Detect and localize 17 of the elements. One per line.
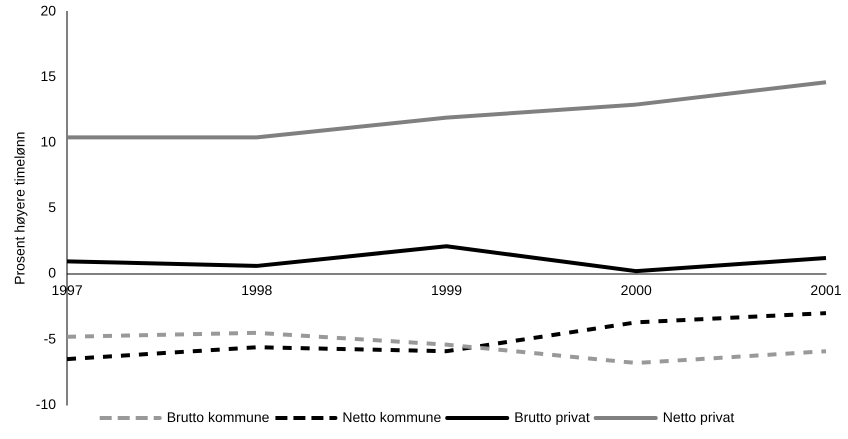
y-tick-label: 0 [48,264,56,281]
y-axis-title: Prosent høyere timelønn [11,132,28,285]
x-tick-label: 2001 [810,282,842,298]
x-tick-label: 2000 [620,282,652,298]
legend-label: Brutto privat [514,408,590,425]
y-tick-label: -5 [44,330,56,346]
x-tick-label: 1999 [430,282,462,298]
y-tick-label: -10 [36,396,56,412]
x-tick-label: 1998 [241,282,273,298]
line-series [65,330,828,366]
legend-label: Netto privat [662,408,734,425]
y-tick-label: 15 [40,68,56,84]
legend-label: Brutto kommune [166,408,270,425]
y-tick-label: 10 [40,133,56,150]
y-tick-label: 5 [48,199,56,216]
legend-label: Netto kommune [342,408,442,425]
y-tick-label: 20 [40,2,56,18]
